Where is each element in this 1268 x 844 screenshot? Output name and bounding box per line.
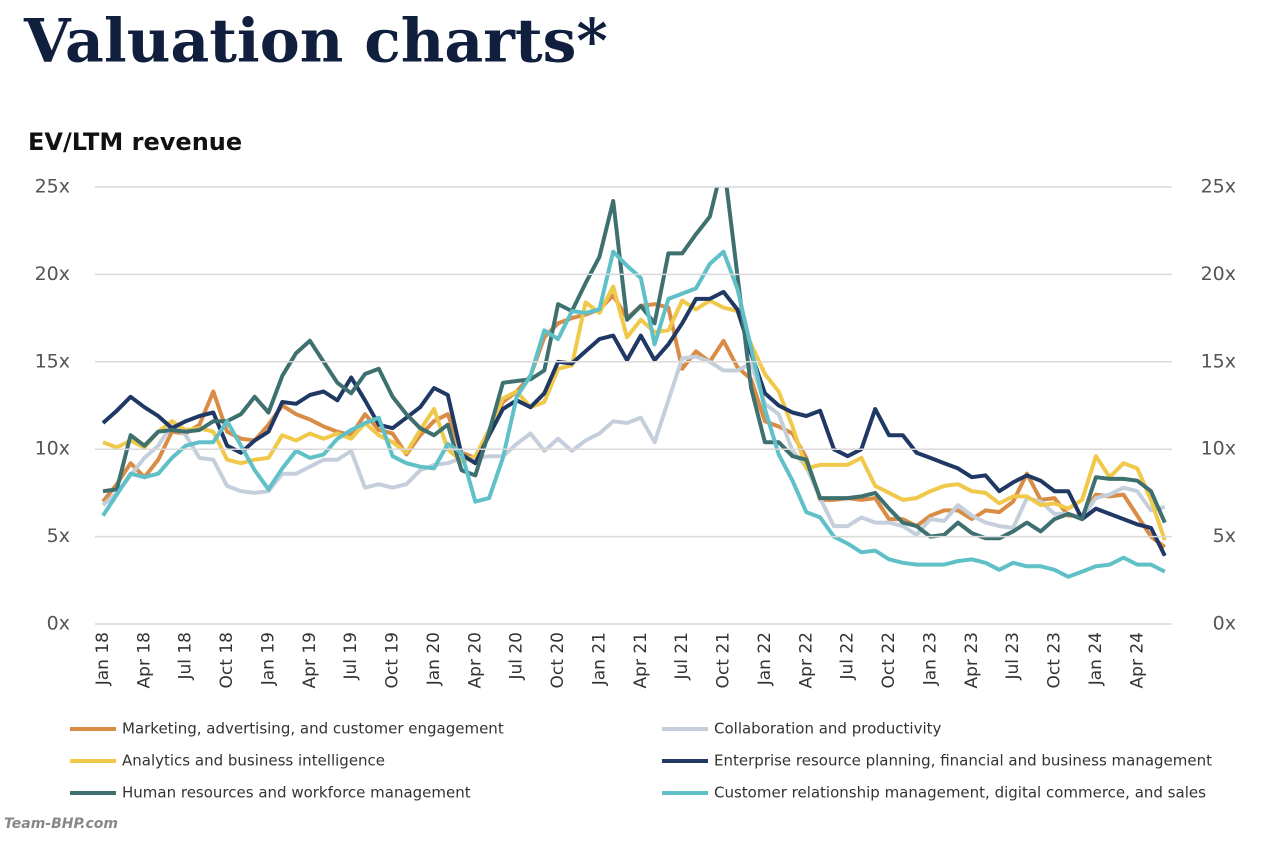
x-tick-label: Apr 19 (300, 632, 320, 688)
series-line (102, 284, 1167, 541)
x-tick-label: Jan 24 (1086, 632, 1106, 686)
y-tick-label: 25x (35, 176, 70, 198)
legend-label: Analytics and business intelligence (122, 752, 385, 770)
x-tick-label: Jan 23 (920, 632, 940, 686)
x-tick-label: Jan 22 (755, 632, 775, 686)
x-tick-label: Apr 23 (962, 632, 982, 688)
x-tick-label: Jan 18 (93, 632, 113, 686)
x-tick-label: Apr 24 (1127, 632, 1147, 688)
legend-label: Enterprise resource planning, financial … (714, 752, 1212, 770)
y2-tick-label: 15x (1201, 350, 1236, 372)
legend-label: Human resources and workforce management (122, 784, 471, 802)
x-tick-label: Oct 22 (879, 632, 899, 688)
x-tick-label: Apr 21 (631, 632, 651, 688)
chart-title: Valuation charts* (23, 7, 608, 77)
x-tick-label: Jul 20 (507, 632, 527, 681)
x-tick-label: Oct 18 (217, 632, 237, 688)
x-tick-label: Jan 21 (589, 632, 609, 686)
chart-subtitle: EV/LTM revenue (28, 128, 242, 156)
series-line (101, 249, 1166, 579)
x-tick-label: Jul 18 (176, 632, 196, 681)
series-line (101, 289, 1167, 557)
x-tick-label: Apr 18 (134, 632, 154, 688)
y-tick-label: 10x (35, 438, 70, 460)
y-tick-label: 15x (35, 350, 70, 372)
x-tick-label: Jul 21 (672, 632, 692, 681)
series-line (101, 354, 1166, 537)
x-tick-label: Jan 20 (424, 632, 444, 686)
legend-label: Marketing, advertising, and customer eng… (122, 720, 504, 738)
x-tick-label: Apr 20 (465, 632, 485, 688)
x-tick-label: Jan 19 (258, 632, 278, 686)
x-tick-label: Oct 19 (383, 632, 403, 688)
series-line (102, 187, 1167, 541)
x-tick-label: Jul 22 (838, 632, 858, 681)
watermark: Team-BHP.com (4, 816, 118, 832)
y-tick-label: 5x (47, 525, 70, 547)
x-tick-label: Oct 21 (714, 632, 734, 688)
y-tick-label: 0x (47, 613, 70, 635)
x-tick-label: Jul 23 (1003, 632, 1023, 681)
y-tick-label: 20x (35, 263, 70, 285)
legend-label: Customer relationship management, digita… (714, 784, 1206, 802)
y2-tick-label: 20x (1201, 263, 1236, 285)
x-tick-label: Apr 22 (796, 632, 816, 688)
x-tick-label: Jul 19 (341, 632, 361, 681)
y2-tick-label: 10x (1201, 438, 1236, 460)
y2-tick-label: 5x (1213, 525, 1236, 547)
x-tick-label: Oct 23 (1045, 632, 1065, 688)
plot-area (101, 187, 1167, 579)
legend-label: Collaboration and productivity (714, 720, 942, 738)
y2-tick-label: 25x (1201, 176, 1236, 198)
y2-tick-label: 0x (1213, 613, 1236, 635)
x-tick-label: Oct 20 (548, 632, 568, 688)
